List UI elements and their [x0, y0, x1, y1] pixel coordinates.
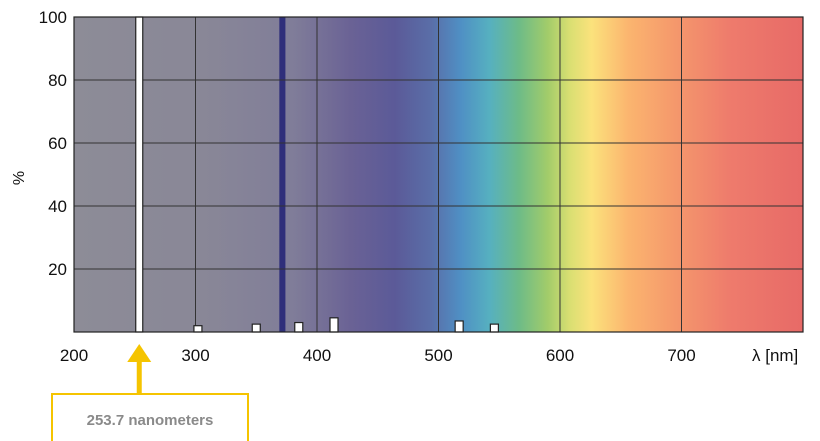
callout: 253.7 nanometers [51, 344, 249, 441]
x-axis-label: λ [nm] [752, 346, 798, 365]
plot-frame [73, 16, 804, 333]
x-tick-label: 300 [181, 346, 209, 365]
y-tick-label: 40 [48, 197, 67, 216]
x-tick-label: 200 [60, 346, 88, 365]
y-tick-labels: 20 40 60 80 100 [39, 8, 67, 279]
y-tick-label: 60 [48, 134, 67, 153]
bar [489, 323, 499, 333]
bar [193, 325, 203, 333]
x-tick-label: 600 [546, 346, 574, 365]
bar [294, 321, 304, 333]
x-tick-labels: 200 300 400 500 600 700 [60, 346, 696, 365]
x-tick-label: 700 [667, 346, 695, 365]
x-tick-label: 400 [303, 346, 331, 365]
bar [329, 317, 339, 333]
bar [251, 323, 261, 333]
grid-lines [73, 16, 804, 332]
callout-arrow-head [127, 344, 152, 362]
callout-arrow-shaft [136, 362, 142, 395]
callout-box [51, 393, 249, 441]
bar [454, 320, 464, 333]
bar [135, 16, 144, 333]
highlight-band [279, 17, 286, 332]
y-tick-label: 20 [48, 260, 67, 279]
y-axis-label: % [11, 171, 28, 185]
callout-label: 253.7 nanometers [87, 412, 214, 429]
y-tick-label: 80 [48, 71, 67, 90]
x-tick-label: 500 [424, 346, 452, 365]
y-tick-label: 100 [39, 8, 67, 27]
